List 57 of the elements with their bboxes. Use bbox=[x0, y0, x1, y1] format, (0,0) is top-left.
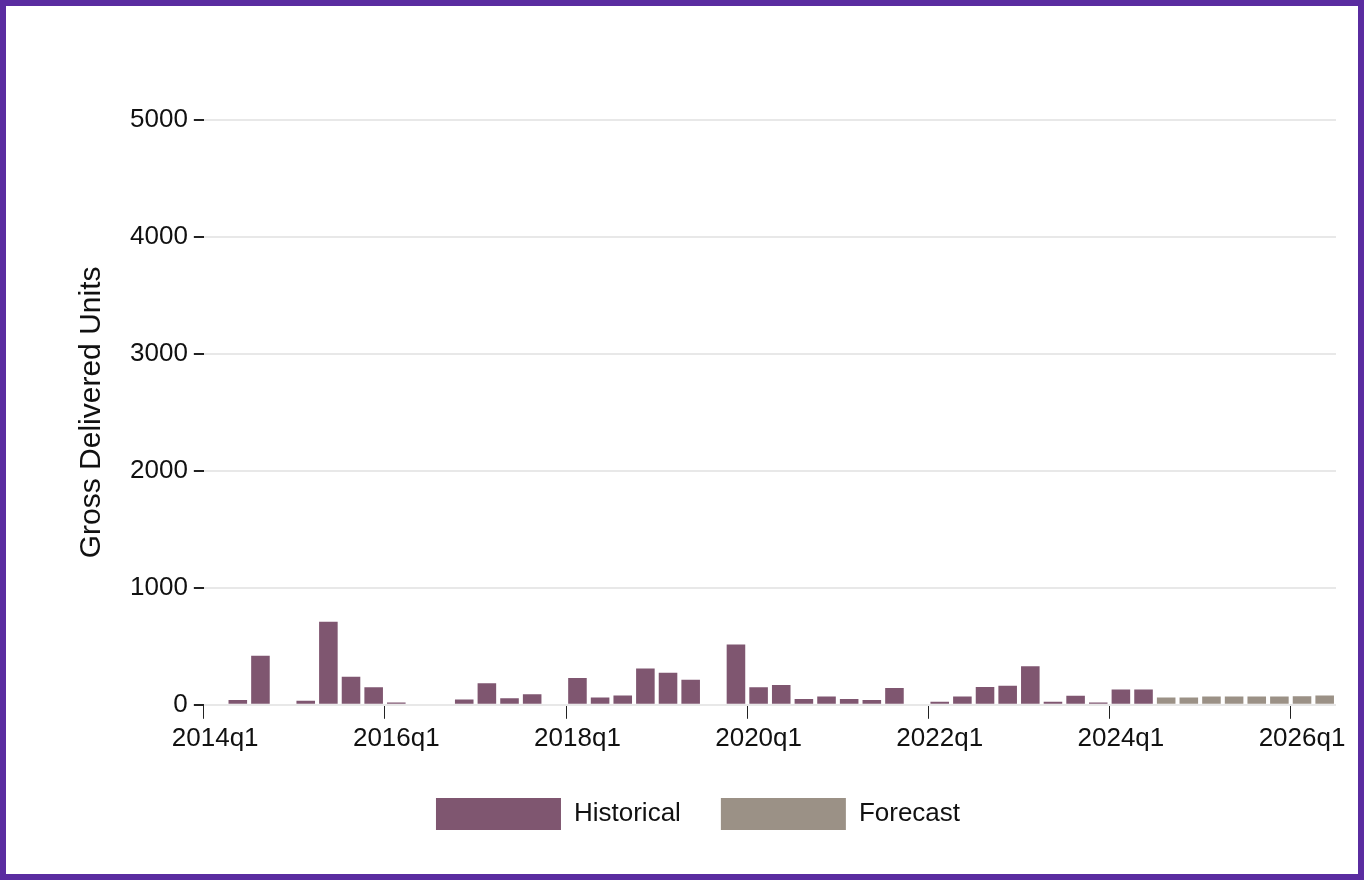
bar bbox=[1156, 697, 1176, 704]
bar bbox=[319, 621, 338, 704]
bar bbox=[930, 701, 950, 704]
bar bbox=[1111, 689, 1131, 704]
bar bbox=[1179, 697, 1199, 704]
bar bbox=[364, 687, 383, 704]
bar bbox=[794, 698, 814, 704]
x-tick-label: 2020q1 bbox=[715, 721, 802, 752]
bar bbox=[817, 696, 836, 704]
bar bbox=[1224, 696, 1244, 704]
bar bbox=[862, 699, 882, 704]
bar bbox=[1270, 696, 1289, 704]
bar bbox=[296, 700, 316, 704]
bar bbox=[975, 687, 995, 704]
bar bbox=[1021, 666, 1040, 704]
bar bbox=[953, 696, 972, 704]
y-axis-title: Gross Delivered Units bbox=[73, 266, 107, 559]
bar bbox=[1066, 695, 1085, 704]
bar bbox=[1315, 695, 1334, 704]
y-tick-label: 1000 bbox=[130, 571, 188, 602]
y-tick-label: 3000 bbox=[130, 337, 188, 368]
bar bbox=[454, 699, 474, 704]
bar bbox=[681, 679, 700, 704]
bar bbox=[1202, 696, 1221, 704]
x-tick-label: 2022q1 bbox=[896, 721, 984, 752]
bar bbox=[726, 644, 746, 704]
x-tick-label: 2014q1 bbox=[171, 721, 259, 752]
y-tick-label: 5000 bbox=[130, 103, 188, 134]
bar bbox=[251, 655, 270, 704]
bar bbox=[613, 695, 633, 704]
bar bbox=[590, 697, 610, 704]
bar bbox=[500, 698, 519, 704]
x-tick-label: 2024q1 bbox=[1077, 721, 1165, 752]
bar bbox=[1292, 696, 1312, 704]
bar bbox=[839, 698, 859, 704]
bar bbox=[1247, 696, 1267, 704]
y-tick-label: 0 bbox=[173, 687, 188, 718]
legend-label: Forecast bbox=[858, 797, 961, 828]
bar bbox=[885, 688, 904, 704]
bar bbox=[749, 687, 768, 704]
bar bbox=[341, 676, 361, 704]
bar bbox=[636, 668, 655, 704]
bar bbox=[1134, 689, 1153, 704]
bar bbox=[998, 685, 1017, 704]
y-tick-label: 4000 bbox=[130, 220, 188, 251]
x-tick-label: 2016q1 bbox=[352, 721, 440, 752]
bar bbox=[522, 694, 542, 704]
y-tick-label: 2000 bbox=[130, 454, 188, 485]
bar bbox=[658, 672, 678, 704]
x-tick-label: 2018q1 bbox=[534, 721, 621, 752]
x-tick-label: 2026q1 bbox=[1258, 721, 1346, 752]
bar bbox=[568, 677, 587, 704]
legend-label: Historical bbox=[573, 797, 681, 828]
bar bbox=[771, 684, 791, 704]
bar bbox=[1043, 701, 1063, 704]
bar bbox=[228, 700, 248, 704]
bar bbox=[477, 683, 497, 704]
